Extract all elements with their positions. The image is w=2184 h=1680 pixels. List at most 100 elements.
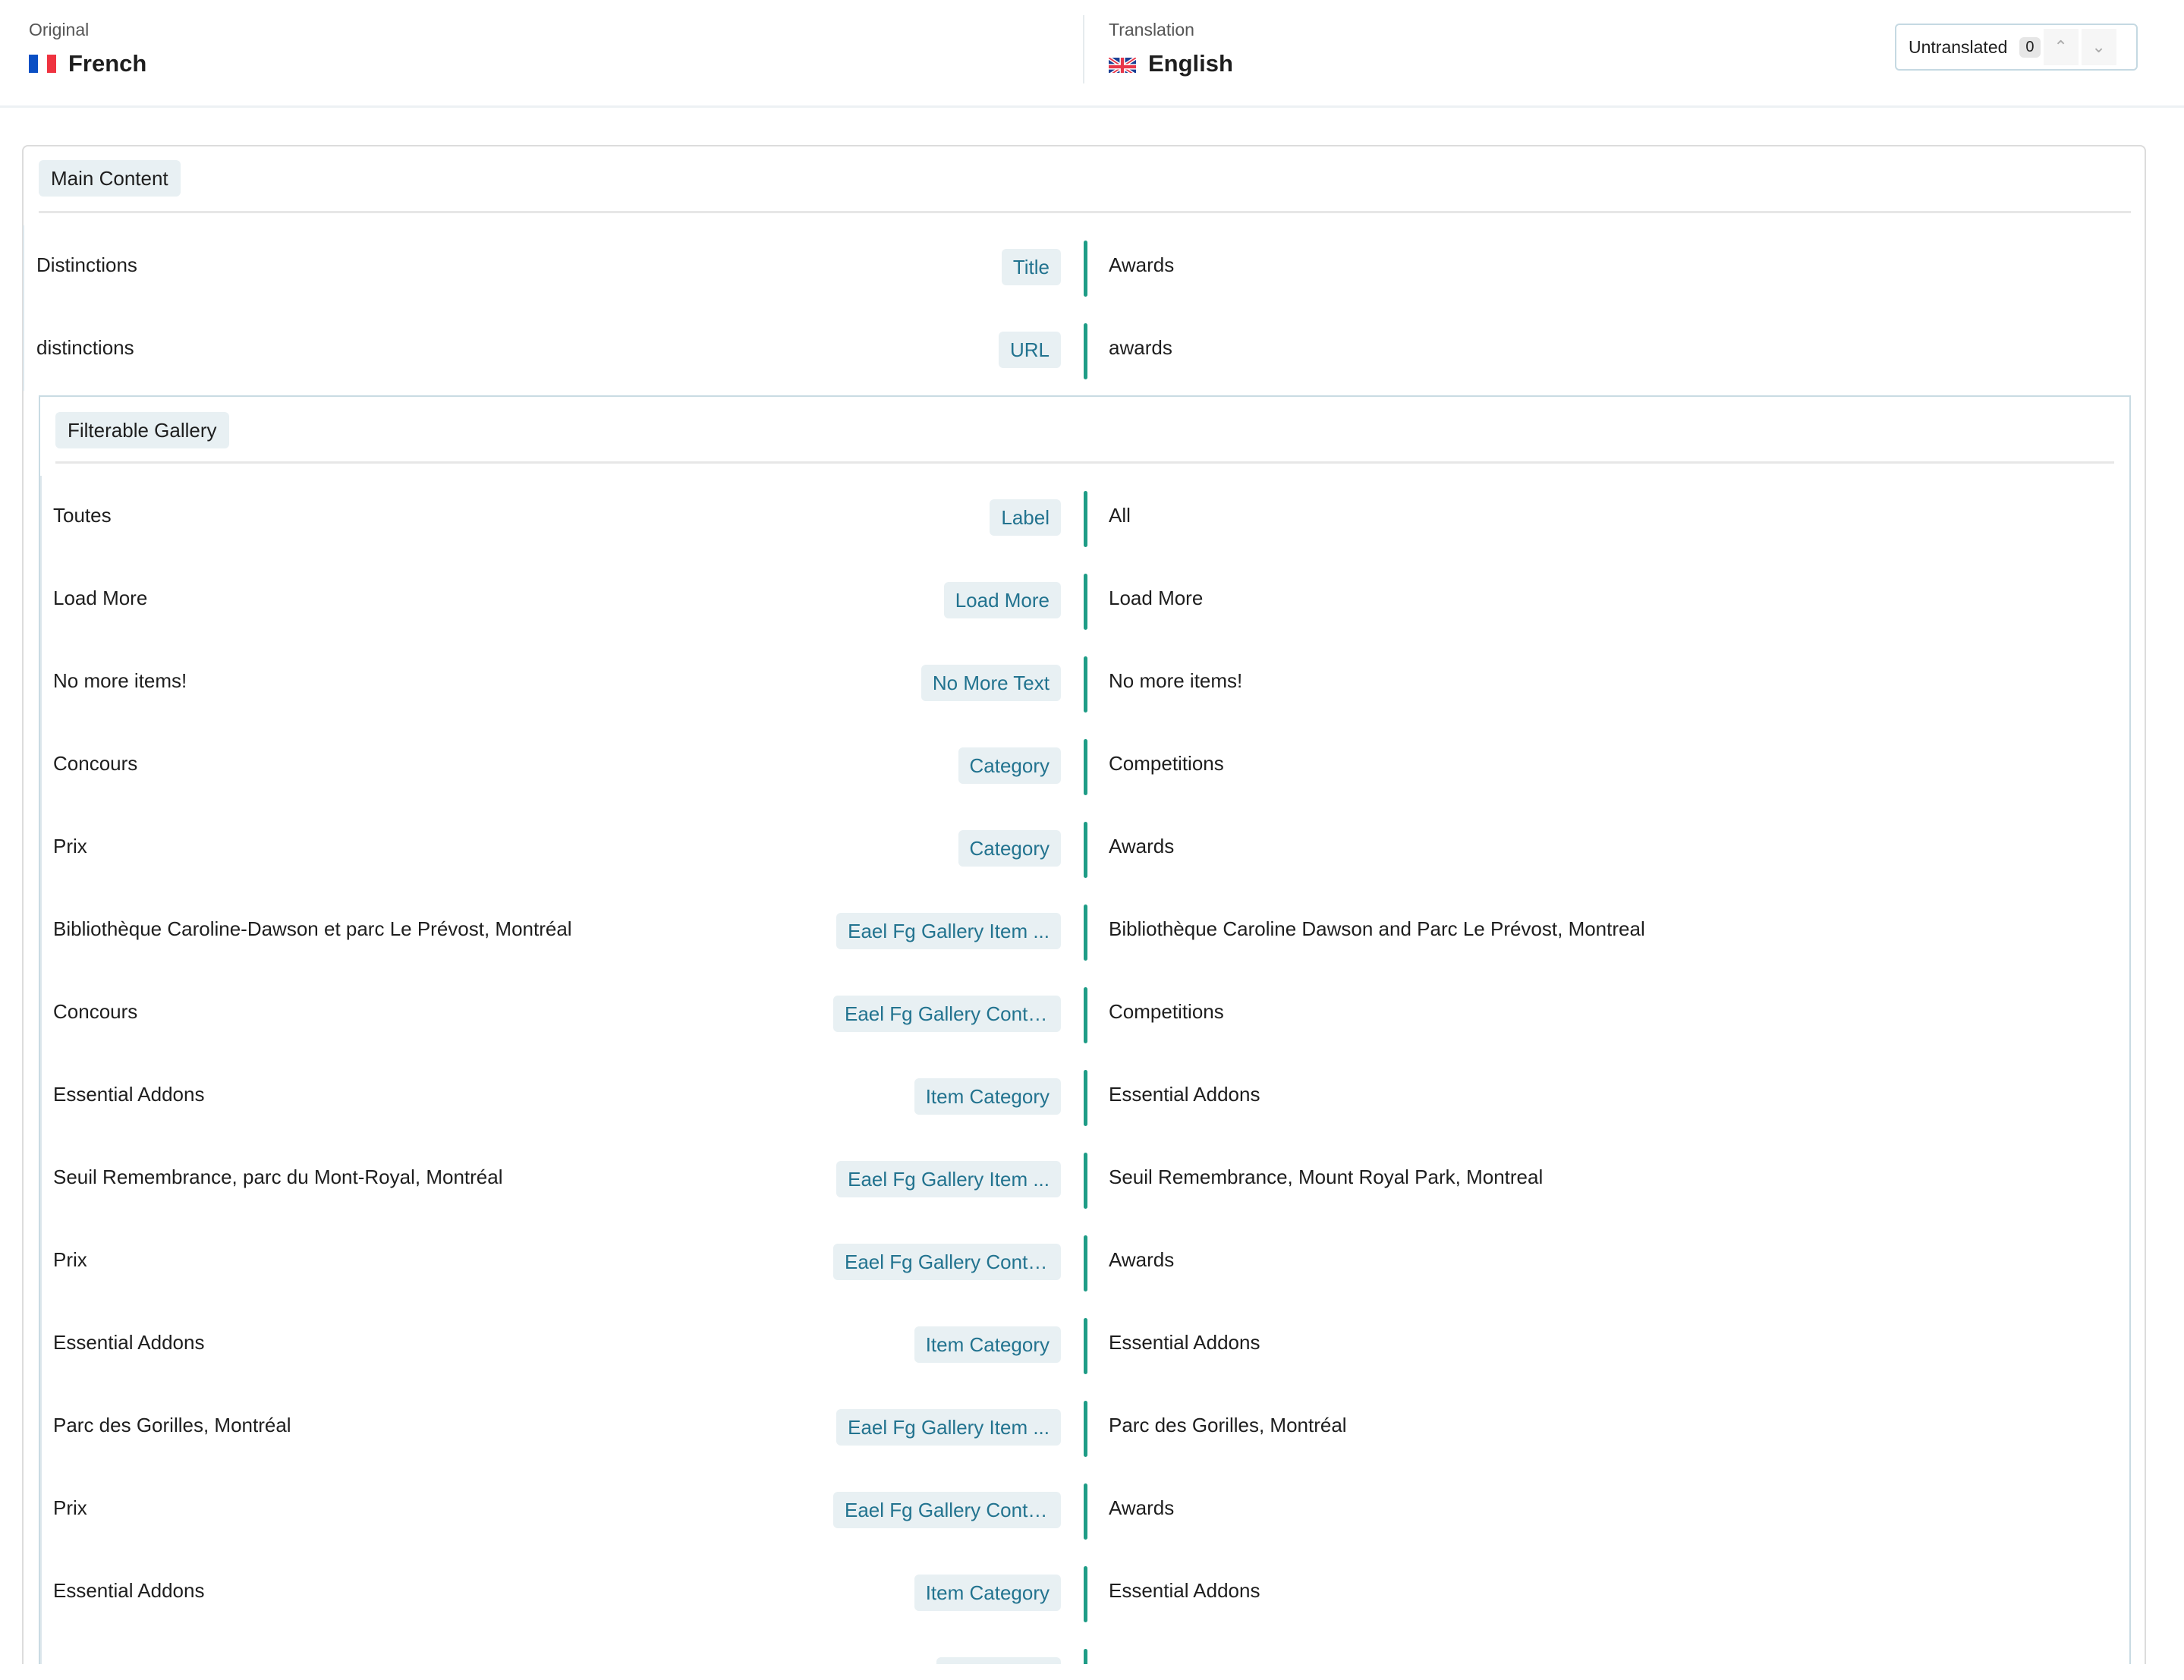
main-content-section <box>22 145 2146 1664</box>
translation-row: Zone du square Viola-Léger, Montréal Squa… <box>40 1634 1645 1664</box>
original-text: Prix <box>53 835 87 857</box>
field-type-tag: Eael Fg Gallery Item ... <box>836 1161 1061 1197</box>
translation-row: Essential Addons Item Category Essential A… <box>40 1303 1645 1386</box>
original-cell: Prix Eael Fg Gallery Contr... <box>40 1220 1061 1303</box>
original-cell: Distinctions Title <box>23 225 1061 308</box>
translated-status-bar <box>1084 1318 1087 1374</box>
original-text: No more items! <box>53 669 187 692</box>
field-type-tag: Item Category <box>914 1078 1061 1115</box>
translation-row: Prix Eael Fg Gallery Contr... Awards <box>40 1468 1645 1551</box>
original-text: Load More <box>53 587 148 609</box>
translation-text[interactable]: Parc des Gorilles, Montréal <box>1109 1414 1347 1436</box>
translation-text[interactable]: Square Viola-Léger, Montreal <box>1109 1634 1365 1664</box>
translated-status-bar <box>1084 241 1087 297</box>
translation-text[interactable]: Awards <box>1109 835 1175 857</box>
original-cell: No more items! No More Text <box>40 641 1061 724</box>
field-type-tag: Title <box>1001 249 1061 285</box>
translation-text[interactable]: Essential Addons <box>1109 1331 1260 1354</box>
field-type-tag: Label <box>990 499 1061 536</box>
language-header: Original French Translation English Untr… <box>0 0 2184 108</box>
untranslated-label: Untranslated <box>1909 36 2008 57</box>
translated-status-bar <box>1084 1566 1087 1622</box>
untranslated-navigator: Untranslated 0 ⌃ ⌄ <box>1895 24 2138 71</box>
original-text: distinctions <box>36 336 134 359</box>
translation-text[interactable]: No more items! <box>1109 669 1243 692</box>
original-text: Essential Addons <box>53 1083 205 1106</box>
original-text: Parc des Gorilles, Montréal <box>53 1414 291 1436</box>
translated-status-bar <box>1084 1153 1087 1209</box>
uk-flag-icon <box>1109 55 1136 73</box>
translation-text[interactable]: Essential Addons <box>1109 1083 1260 1106</box>
translated-status-bar <box>1084 1235 1087 1291</box>
translation-text[interactable]: Essential Addons <box>1109 1579 1260 1602</box>
translation-language-name: English <box>1148 50 1233 77</box>
translation-row: Concours Eael Fg Gallery Contr... Competit… <box>40 972 1645 1055</box>
translation-text[interactable]: Awards <box>1109 1496 1175 1519</box>
field-type-tag: No More Text <box>920 665 1061 701</box>
field-type-tag: Item Category <box>914 1575 1061 1611</box>
translated-status-bar <box>1084 1401 1087 1457</box>
original-text: Prix <box>53 1496 87 1519</box>
original-cell: Prix Eael Fg Gallery Contr... <box>40 1468 1061 1551</box>
translation-row: Load More Load More Load More <box>40 558 1645 641</box>
translated-status-bar <box>1084 1649 1087 1664</box>
translated-status-bar <box>1084 822 1087 878</box>
translation-text[interactable]: Bibliothèque Caroline Dawson and Parc Le… <box>1109 917 1645 940</box>
translation-text[interactable]: awards <box>1109 336 1172 359</box>
field-type-tag: Load More <box>943 582 1061 618</box>
section-divider <box>55 461 2114 464</box>
original-cell: Toutes Label <box>40 476 1061 558</box>
translation-text[interactable]: Competitions <box>1109 752 1224 775</box>
field-type-tag: Eael Fg Gallery Contr... <box>833 1492 1061 1528</box>
untranslated-count-badge: 0 <box>2019 36 2041 58</box>
original-text: Distinctions <box>36 253 137 276</box>
filterable-gallery-section <box>39 395 2131 1664</box>
original-text: Essential Addons <box>53 1579 205 1602</box>
translated-status-bar <box>1084 491 1087 547</box>
translation-row: Essential Addons Item Category Essential A… <box>40 1055 1645 1137</box>
field-type-tag: Category <box>958 747 1061 784</box>
translation-text[interactable]: Seuil Remembrance, Mount Royal Park, Mon… <box>1109 1166 1544 1188</box>
filterable-gallery-tag: Filterable Gallery <box>55 412 229 448</box>
original-language: French <box>29 50 146 77</box>
original-cell: Essential Addons Item Category <box>40 1303 1061 1386</box>
translation-row: No more items! No More Text No more items! <box>40 641 1645 724</box>
original-cell: Bibliothèque Caroline-Dawson et parc Le … <box>40 889 1061 972</box>
original-cell: Load More Load More <box>40 558 1061 641</box>
translated-status-bar <box>1084 739 1087 795</box>
chevron-up-icon[interactable]: ⌃ <box>2043 29 2079 65</box>
translation-language: English <box>1109 50 1233 77</box>
france-flag-icon <box>29 55 56 73</box>
original-text: Zone du square Viola-Léger, Montréal <box>53 1662 384 1664</box>
translated-status-bar <box>1084 987 1087 1043</box>
translation-row: Essential Addons Item Category Essential A… <box>40 1551 1645 1634</box>
translated-status-bar <box>1084 323 1087 379</box>
translated-status-bar <box>1084 1070 1087 1126</box>
original-cell: Concours Category <box>40 724 1061 807</box>
main-content-rows: Distinctions Title Awards distinctions URL aw… <box>23 225 1174 391</box>
translation-text[interactable]: Competitions <box>1109 1000 1224 1023</box>
translation-text[interactable]: Awards <box>1109 1248 1175 1271</box>
original-label: Original <box>29 20 90 39</box>
translation-row: Prix Category Awards <box>40 807 1645 889</box>
translation-text[interactable]: Load More <box>1109 587 1204 609</box>
translation-row: distinctions URL awards <box>23 308 1174 391</box>
translation-row: Prix Eael Fg Gallery Contr... Awards <box>40 1220 1645 1303</box>
translated-status-bar <box>1084 574 1087 630</box>
chevron-down-icon[interactable]: ⌄ <box>2081 29 2116 65</box>
original-text: Concours <box>53 1000 138 1023</box>
original-cell: Seuil Remembrance, parc du Mont-Royal, M… <box>40 1137 1061 1220</box>
field-type-tag: Category <box>958 830 1061 867</box>
original-cell: Concours Eael Fg Gallery Contr... <box>40 972 1061 1055</box>
translation-label: Translation <box>1109 20 1194 39</box>
translation-text[interactable]: Awards <box>1109 253 1175 276</box>
original-text: Prix <box>53 1248 87 1271</box>
original-cell: Parc des Gorilles, Montréal Eael Fg Galle… <box>40 1386 1061 1468</box>
original-text: Concours <box>53 752 138 775</box>
field-type-tag: Item Category <box>914 1326 1061 1363</box>
section-divider <box>39 211 2131 213</box>
field-type-tag: Eael Fg Gallery Contr... <box>833 996 1061 1032</box>
field-type-tag: URL <box>998 332 1061 368</box>
translation-text[interactable]: All <box>1109 504 1131 527</box>
